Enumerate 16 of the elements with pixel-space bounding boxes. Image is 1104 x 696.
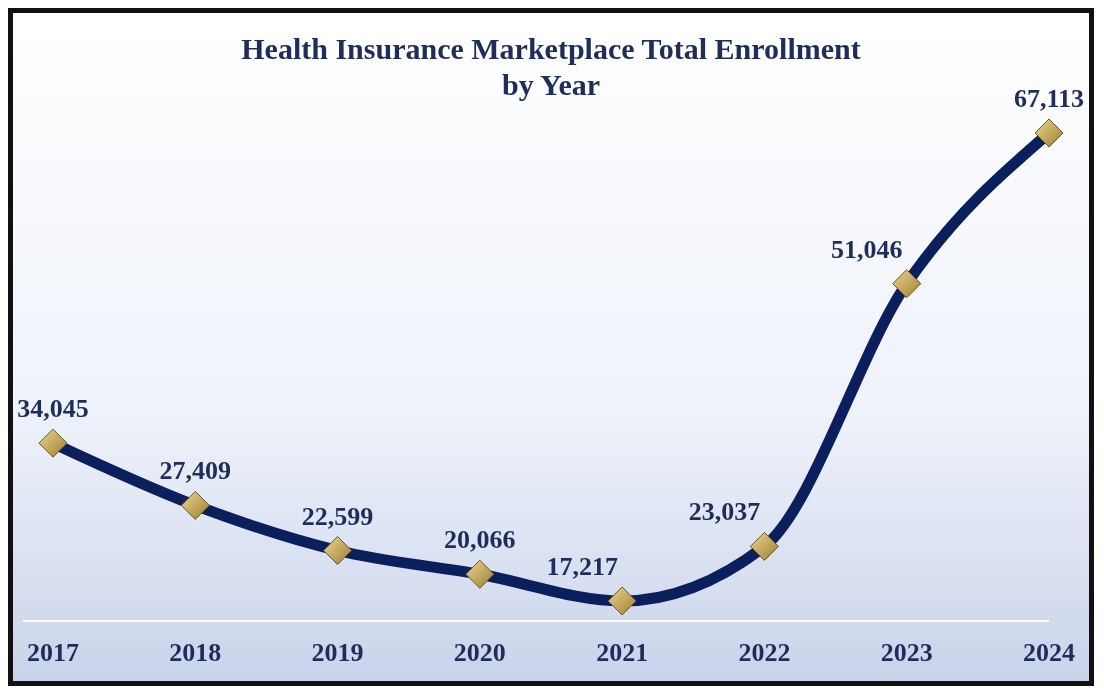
data-label: 23,037 [688, 497, 761, 527]
x-tick-label: 2017 [27, 638, 79, 668]
data-label: 20,066 [444, 525, 516, 555]
data-label: 34,045 [17, 394, 89, 424]
x-tick-label: 2018 [169, 638, 222, 668]
data-label: 67,113 [1013, 84, 1085, 113]
data-label: 17,217 [546, 552, 618, 581]
data-label: 27,409 [159, 456, 232, 486]
data-label: 22,599 [301, 501, 374, 531]
x-tick-label: 2024 [1023, 638, 1075, 668]
x-tick-label: 2022 [738, 638, 791, 668]
x-tick-label: 2023 [880, 638, 933, 668]
x-tick-label: 2021 [596, 638, 649, 668]
x-tick-label: 2019 [311, 638, 364, 668]
data-label: 51,046 [830, 234, 903, 264]
x-tick-label: 2020 [453, 638, 506, 668]
